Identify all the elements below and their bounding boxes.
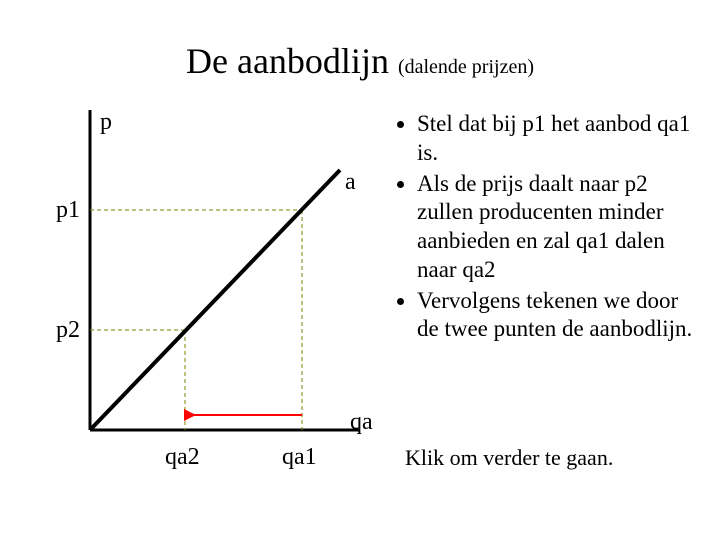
supply-chart: p p1 p2 a qa qa2 qa1	[60, 110, 370, 480]
continue-prompt[interactable]: Klik om verder te gaan.	[405, 445, 613, 471]
y-axis-label: p	[100, 110, 112, 134]
chart-svg	[60, 110, 370, 480]
slide-title: De aanbodlijn (dalende prijzen)	[0, 40, 720, 82]
slide: De aanbodlijn (dalende prijzen)	[0, 0, 720, 540]
qa2-label: qa2	[165, 445, 200, 469]
supply-curve	[90, 170, 340, 430]
bullet-item: Vervolgens tekenen we door de twee punte…	[417, 287, 695, 345]
p2-label: p2	[56, 318, 80, 342]
title-sub: (dalende prijzen)	[398, 56, 534, 78]
p1-label: p1	[56, 198, 80, 222]
curve-label-a: a	[345, 170, 356, 194]
qa1-label: qa1	[282, 445, 317, 469]
bullet-item: Als de prijs daalt naar p2 zullen produc…	[417, 170, 695, 285]
title-main: De aanbodlijn	[186, 41, 389, 81]
x-axis-label: qa	[350, 410, 373, 434]
bullet-list: Stel dat bij p1 het aanbod qa1 is. Als d…	[395, 110, 695, 346]
bullet-item: Stel dat bij p1 het aanbod qa1 is.	[417, 110, 695, 168]
